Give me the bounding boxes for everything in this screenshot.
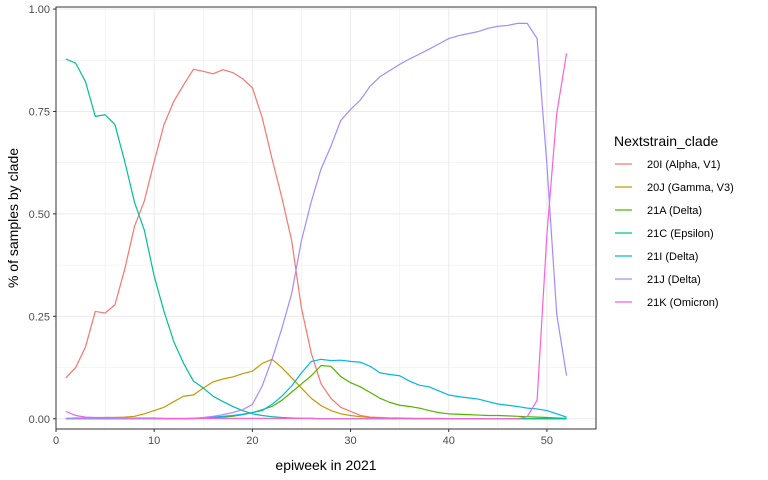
x-tick-label: 50 <box>541 435 553 447</box>
legend-label-1: 20J (Gamma, V3) <box>647 182 734 194</box>
x-tick-label: 40 <box>443 435 455 447</box>
legend-label-6: 21K (Omicron) <box>647 297 719 309</box>
legend-label-0: 20I (Alpha, V1) <box>647 159 720 171</box>
x-tick-label: 10 <box>148 435 160 447</box>
panel-border <box>55 6 597 430</box>
y-tick-label: 0.00 <box>29 414 50 426</box>
legend: Nextstrain_clade 20I (Alpha, V1) 20J (Gam… <box>614 133 734 309</box>
x-axis-title: epiweek in 2021 <box>275 457 376 473</box>
y-tick-label: 0.25 <box>29 311 50 323</box>
x-tick-label: 20 <box>246 435 258 447</box>
x-axis: 0 10 20 30 40 50 <box>53 429 553 447</box>
legend-label-2: 21A (Delta) <box>647 205 702 217</box>
panel-background <box>56 7 596 429</box>
plot-panel <box>55 6 597 430</box>
legend-title: Nextstrain_clade <box>614 133 718 149</box>
x-tick-label: 0 <box>53 435 59 447</box>
series-line-5 <box>65 22 568 420</box>
legend-label-3: 21C (Epsilon) <box>647 228 714 240</box>
y-tick-label: 0.50 <box>29 209 50 221</box>
legend-label-4: 21I (Delta) <box>647 251 698 263</box>
y-axis-title: % of samples by clade <box>5 148 21 288</box>
y-tick-label: 0.75 <box>29 106 50 118</box>
x-tick-label: 30 <box>344 435 356 447</box>
y-axis: 0.00 0.25 0.50 0.75 1.00 <box>29 4 56 426</box>
y-tick-label: 1.00 <box>29 4 50 16</box>
legend-label-5: 21J (Delta) <box>647 274 701 286</box>
series-line-6 <box>65 53 568 420</box>
